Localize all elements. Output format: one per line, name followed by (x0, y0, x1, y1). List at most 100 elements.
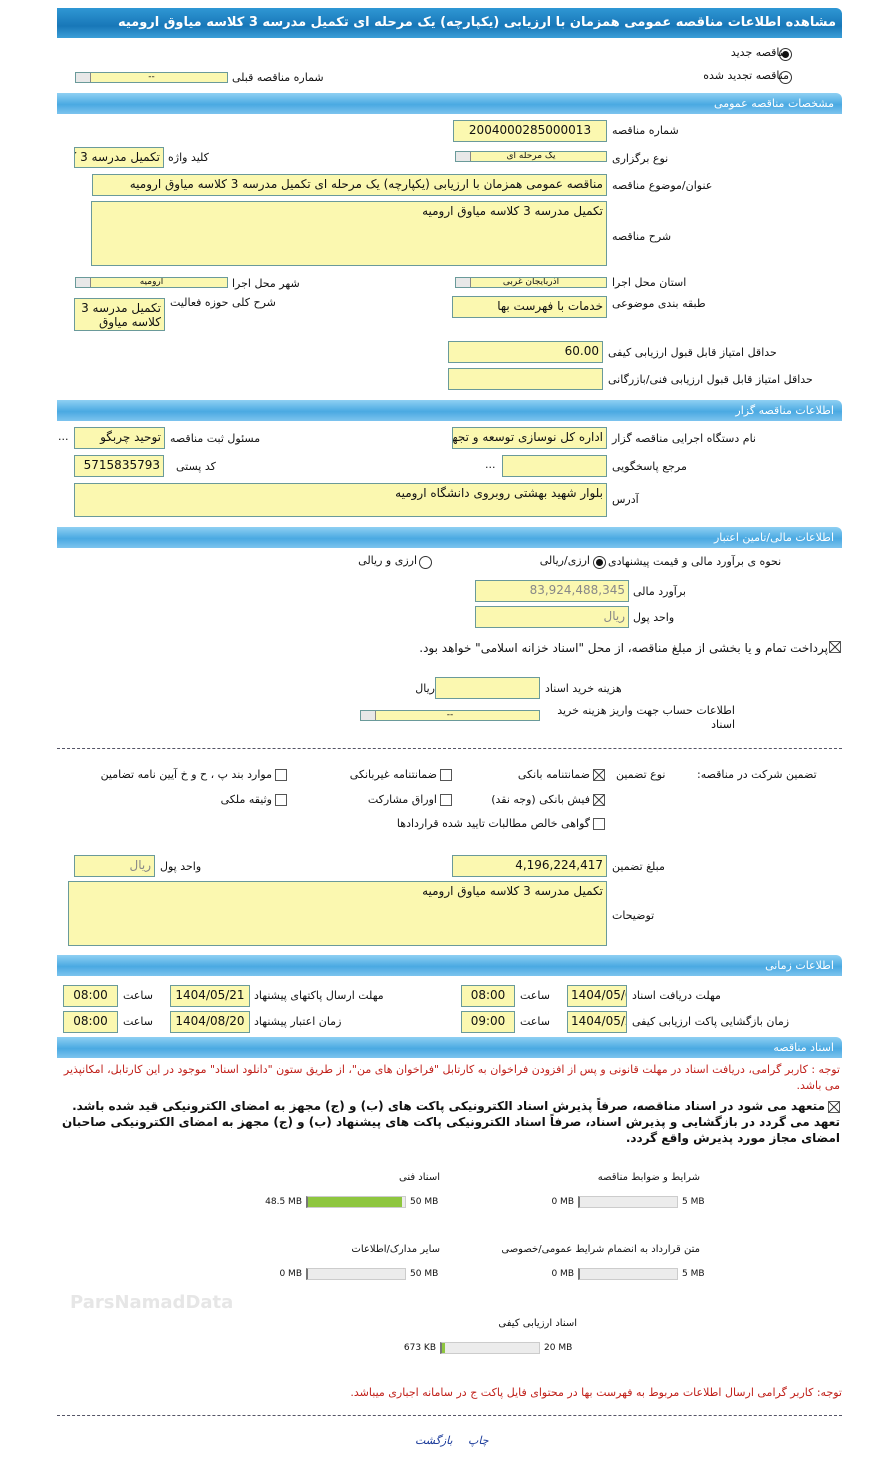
file-label: اسناد فنی (399, 1172, 440, 1183)
checkbox-claims-certificate[interactable] (593, 818, 605, 830)
description-field: تکمیل مدرسه 3 کلاسه میاوق ارومیه (91, 201, 607, 266)
divider (57, 748, 842, 749)
postal-code-label: کد پستی (176, 460, 216, 473)
treasury-text: پرداخت تمام و یا بخشی از مبلغ مناقصه، از… (419, 641, 828, 655)
subject-field: مناقصه عمومی همزمان با ارزیابی (یکپارچه)… (92, 174, 607, 196)
notes-label: توضیحات (612, 909, 655, 922)
category-field: خدمات با فهرست بها (452, 296, 607, 318)
hour-label: ساعت (123, 1015, 153, 1028)
submit-date: 1404/05/21 (170, 985, 250, 1007)
account-label: اطلاعات حساب جهت واریز هزینه خرید اسناد (557, 704, 735, 731)
divider (57, 1415, 842, 1416)
responsible-field: توحید چربگو (74, 427, 165, 449)
guarantee-amount-label: مبلغ تضمین (612, 860, 665, 873)
checkbox-nonbank-guarantee[interactable] (440, 769, 452, 781)
section-general: مشخصات مناقصه عمومی (57, 93, 842, 114)
checkbox-bonds[interactable] (440, 794, 452, 806)
responsible-more-button[interactable]: ... (58, 430, 69, 443)
estimate-method-label: نحوه ی برآورد مالی و قیمت پیشنهادی (608, 555, 782, 568)
tender-number: 2004000285000013 (453, 120, 607, 142)
radio-new-label: مناقصه جدید (730, 46, 789, 59)
file-progress-fill (442, 1343, 446, 1353)
file-label: متن قرارداد به انضمام شرایط عمومی/خصوصی (501, 1244, 700, 1255)
file-progress-bar (440, 1342, 540, 1354)
checkbox-regulation-items[interactable] (275, 769, 287, 781)
account-select[interactable]: -- (360, 710, 540, 721)
claims-certificate-label: گواهی خالص مطالبات تایید شده قراردادها (396, 817, 590, 830)
section-finance: اطلاعات مالی/تامین اعتبار (57, 527, 842, 548)
reference-label: مرجع پاسخگویی (612, 460, 687, 473)
treasury-checkbox[interactable] (829, 641, 841, 653)
province-select[interactable]: آذربایجان غربی (455, 277, 607, 288)
keyword-field: تکمیل مدرسه 3 کلاسه میاوق (74, 147, 164, 168)
file-progress-fill (308, 1197, 403, 1207)
page-title: مشاهده اطلاعات مناقصه عمومی همزمان با ار… (57, 8, 842, 38)
category-label: طبقه بندی موضوعی (612, 297, 706, 310)
regulation-items-label: موارد بند پ ، ح و خ آیین نامه تضامین (100, 768, 272, 781)
file-used-size: 673 KB (403, 1343, 436, 1353)
hour-label: ساعت (520, 989, 550, 1002)
radio-new-tender[interactable] (779, 48, 792, 61)
guarantee-currency-field: ریال (74, 855, 155, 877)
hour-label: ساعت (520, 1015, 550, 1028)
bonds-label: اوراق مشارکت (367, 793, 437, 806)
validity-date: 1404/08/20 (170, 1011, 250, 1033)
subject-label: عنوان/موضوع مناقصه (612, 179, 713, 192)
commit-checkbox[interactable] (828, 1100, 840, 1113)
min-tech-label: حداقل امتیاز قابل قبول ارزیابی فنی/بازرگ… (608, 373, 813, 386)
checkbox-bank-guarantee[interactable] (593, 769, 605, 781)
address-field: بلوار شهید بهشتی روبروی دانشگاه ارومیه (74, 483, 607, 517)
print-link[interactable]: چاپ (468, 1434, 489, 1447)
responsible-label: مسئول ثبت مناقصه (170, 432, 261, 445)
postal-code-field: 5715835793 (74, 455, 164, 477)
city-select[interactable]: ارومیه (75, 277, 228, 288)
file-label: سایر مدارک/اطلاعات (351, 1244, 440, 1255)
guarantee-type-label: نوع تضمین (616, 768, 666, 781)
section-timing: اطلاعات زمانی (57, 955, 842, 976)
file-max-size: 20 MB (544, 1343, 573, 1353)
min-quality-field: 60.00 (448, 341, 603, 363)
checkbox-property[interactable] (275, 794, 287, 806)
previous-tender-select[interactable]: -- (75, 72, 228, 83)
radio-currency-rial[interactable] (419, 556, 432, 569)
doc-fee-field (435, 677, 540, 699)
address-label: آدرس (612, 493, 639, 506)
file-progress-bar (306, 1196, 406, 1208)
province-label: استان محل اجرا (612, 276, 687, 289)
bank-guarantee-label: ضمانتنامه بانکی (517, 768, 590, 781)
bank-receipt-label: فیش بانکی (وجه نقد) (491, 793, 590, 806)
file-used-size: 0 MB (279, 1269, 302, 1279)
submit-time: 08:00 (63, 985, 118, 1007)
property-label: وثیقه ملکی (220, 793, 272, 806)
file-max-size: 50 MB (410, 1197, 439, 1207)
section-organizer: اطلاعات مناقصه گزار (57, 400, 842, 421)
hour-label: ساعت (123, 989, 153, 1002)
holding-type-select[interactable]: یک مرحله ای (455, 151, 607, 162)
previous-tender-label: شماره مناقصه قبلی (232, 71, 324, 84)
estimate-label: برآورد مالی (633, 585, 686, 598)
reference-more-button[interactable]: ... (485, 458, 496, 471)
radio-currency-rial-label: ارزی و ریالی (358, 554, 417, 567)
file-used-size: 0 MB (551, 1269, 574, 1279)
organization-field: اداره کل نوسازی توسعه و تجهیز (452, 427, 607, 449)
notes-field: تکمیل مدرسه 3 کلاسه میاوق ارومیه (68, 881, 607, 946)
documents-text-block: توجه : کاربر گرامی، دریافت اسناد در مهلت… (55, 1062, 840, 1146)
doc-receive-date: 1404/05/07 (567, 985, 627, 1007)
file-progress-bar (578, 1196, 678, 1208)
radio-rial[interactable] (593, 556, 606, 569)
organization-label: نام دستگاه اجرایی مناقصه گزار (612, 432, 756, 445)
back-link[interactable]: بازگشت (415, 1434, 453, 1447)
activity-field: تکمیل مدرسه 3 کلاسه میاوق ارومیه (74, 298, 165, 331)
file-progress-bar (578, 1268, 678, 1280)
checkbox-bank-receipt[interactable] (593, 794, 605, 806)
file-label: شرایط و ضوابط مناقصه (597, 1172, 700, 1183)
city-label: شهر محل اجرا (232, 277, 300, 290)
currency-field: ریال (475, 606, 629, 628)
commit-text-1: متعهد می شود در اسناد مناقصه، صرفاً پذیر… (72, 1099, 825, 1113)
reference-field (502, 455, 607, 477)
section-documents: اسناد مناقصه (57, 1037, 842, 1058)
opening-label: زمان بازگشایی پاکت ارزیابی کیفی (632, 1015, 790, 1028)
radio-renewed-tender[interactable] (779, 71, 792, 84)
radio-renewed-label: مناقصه تجدید شده (703, 69, 789, 82)
file-progress-bar (306, 1268, 406, 1280)
